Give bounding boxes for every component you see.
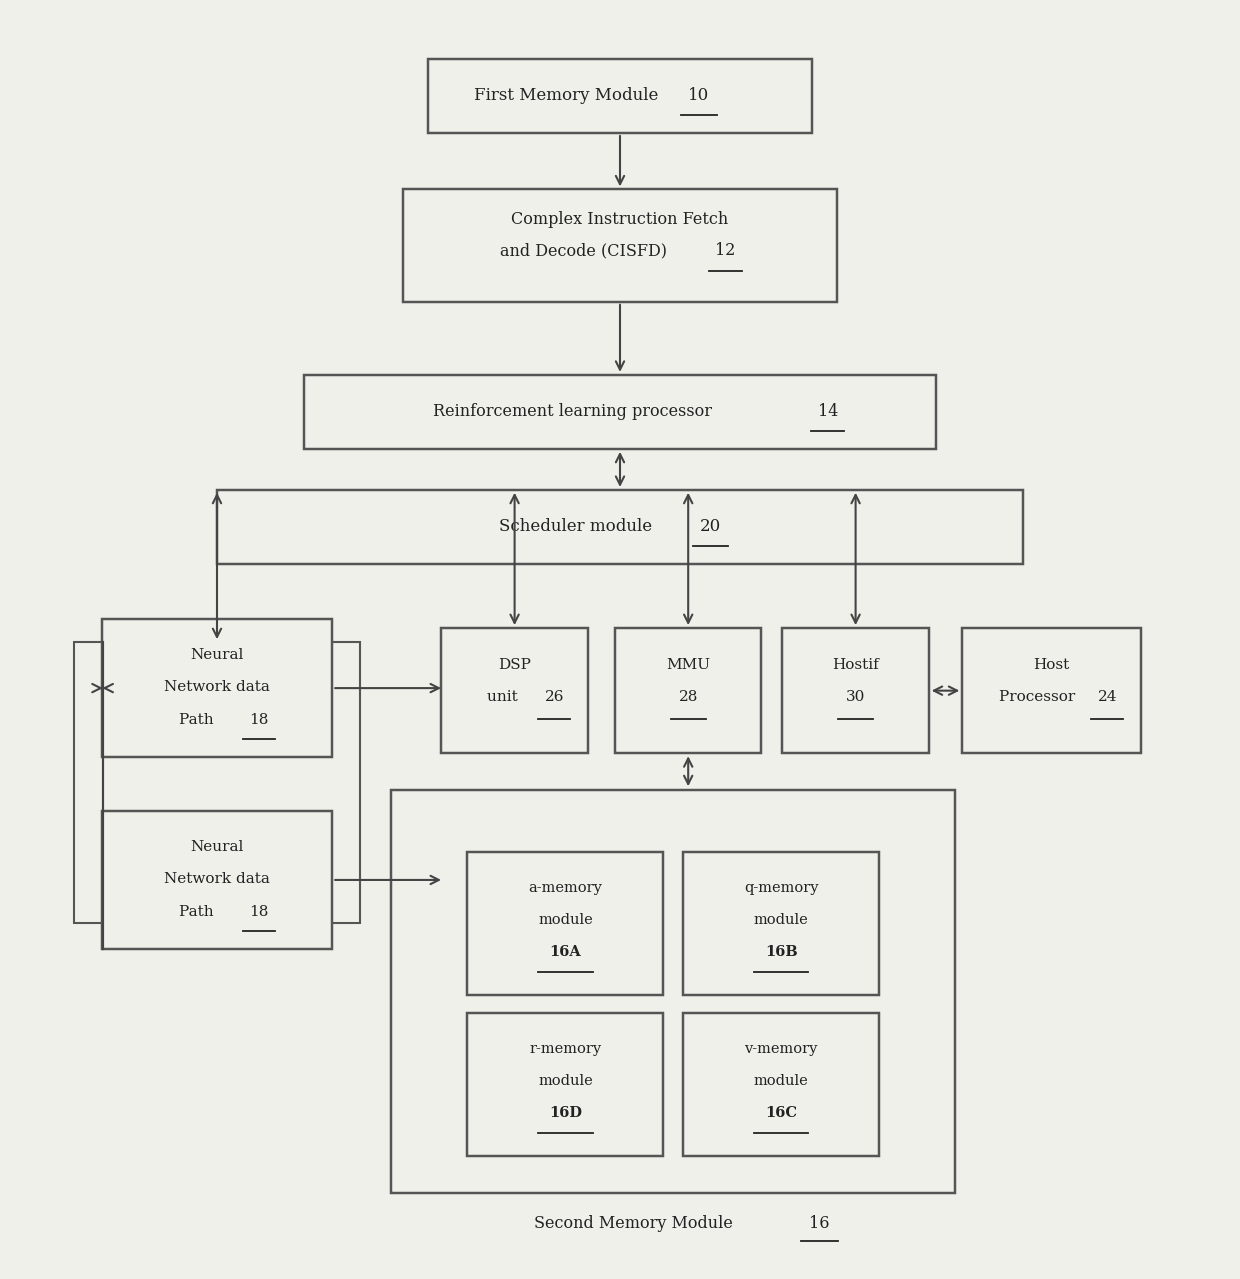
- Text: MMU: MMU: [666, 659, 711, 671]
- FancyBboxPatch shape: [102, 619, 331, 757]
- Text: Second Memory Module: Second Memory Module: [534, 1215, 738, 1232]
- Text: First Memory Module: First Memory Module: [475, 87, 663, 105]
- Text: module: module: [538, 913, 593, 926]
- Text: 18: 18: [249, 906, 269, 918]
- Text: a-memory: a-memory: [528, 881, 603, 894]
- Text: q-memory: q-memory: [744, 881, 818, 894]
- Text: Complex Instruction Fetch: Complex Instruction Fetch: [511, 211, 729, 229]
- FancyBboxPatch shape: [403, 189, 837, 302]
- Text: module: module: [538, 1074, 593, 1087]
- FancyBboxPatch shape: [304, 375, 936, 449]
- Text: 26: 26: [544, 691, 564, 703]
- Text: 20: 20: [699, 518, 722, 536]
- Text: 16C: 16C: [765, 1106, 797, 1119]
- Text: 28: 28: [678, 691, 698, 703]
- FancyBboxPatch shape: [441, 628, 588, 753]
- Text: DSP: DSP: [498, 659, 531, 671]
- Text: 14: 14: [818, 403, 838, 421]
- FancyBboxPatch shape: [782, 628, 929, 753]
- FancyBboxPatch shape: [683, 1013, 879, 1156]
- Text: v-memory: v-memory: [744, 1042, 818, 1055]
- Text: Network data: Network data: [164, 680, 270, 693]
- Text: Neural: Neural: [190, 840, 244, 853]
- Text: Processor: Processor: [998, 691, 1080, 703]
- Text: module: module: [754, 1074, 808, 1087]
- Text: r-memory: r-memory: [529, 1042, 601, 1055]
- Text: 12: 12: [715, 242, 735, 260]
- Text: Network data: Network data: [164, 872, 270, 885]
- Text: unit: unit: [487, 691, 522, 703]
- FancyBboxPatch shape: [102, 811, 331, 949]
- Text: module: module: [754, 913, 808, 926]
- Text: Scheduler module: Scheduler module: [498, 518, 657, 536]
- Text: 16A: 16A: [549, 945, 582, 958]
- Text: and Decode (CISFD): and Decode (CISFD): [501, 242, 672, 260]
- FancyBboxPatch shape: [74, 642, 360, 923]
- FancyBboxPatch shape: [428, 59, 812, 133]
- Text: 24: 24: [1097, 691, 1117, 703]
- FancyBboxPatch shape: [467, 1013, 663, 1156]
- FancyBboxPatch shape: [615, 628, 761, 753]
- Text: 16: 16: [810, 1215, 830, 1232]
- Text: Path: Path: [179, 906, 218, 918]
- FancyBboxPatch shape: [962, 628, 1142, 753]
- Text: Hostif: Hostif: [832, 659, 879, 671]
- FancyBboxPatch shape: [392, 789, 955, 1192]
- Text: 30: 30: [846, 691, 866, 703]
- Text: Host: Host: [1033, 659, 1070, 671]
- Text: 10: 10: [687, 87, 709, 105]
- Text: 16B: 16B: [765, 945, 797, 958]
- Text: 16D: 16D: [549, 1106, 582, 1119]
- FancyBboxPatch shape: [683, 852, 879, 995]
- Text: 18: 18: [249, 714, 269, 726]
- Text: Reinforcement learning processor: Reinforcement learning processor: [434, 403, 712, 421]
- FancyBboxPatch shape: [467, 852, 663, 995]
- Text: Neural: Neural: [190, 648, 244, 661]
- Text: Path: Path: [179, 714, 218, 726]
- FancyBboxPatch shape: [217, 490, 1023, 564]
